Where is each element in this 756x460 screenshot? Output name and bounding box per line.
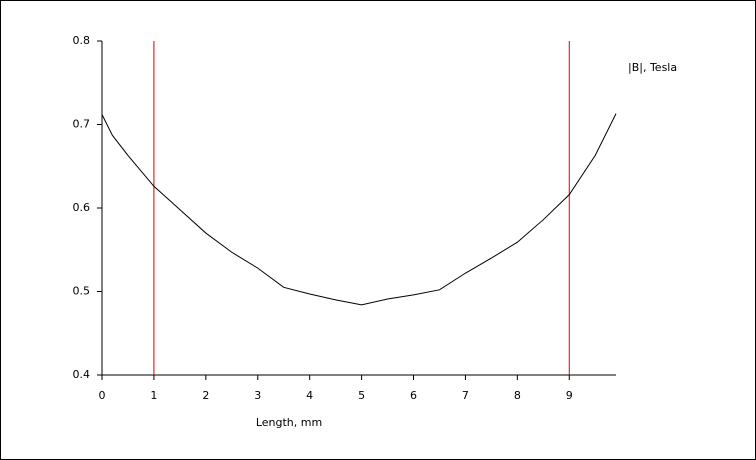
- x-tick-label: 3: [254, 389, 261, 402]
- line-series: [101, 113, 617, 306]
- x-tick-label: 6: [410, 389, 417, 402]
- y-tick-label: 0.7: [73, 118, 91, 131]
- y-axis-label: |B|, Tesla: [628, 61, 677, 74]
- x-axis-label: Length, mm: [256, 416, 322, 429]
- y-tick-label: 0.5: [73, 285, 91, 298]
- x-tick-label: 2: [202, 389, 209, 402]
- x-tick-label: 4: [306, 389, 313, 402]
- x-tick-label: 8: [514, 389, 521, 402]
- y-tick-label: 0.8: [73, 34, 91, 47]
- x-tick-label: 7: [462, 389, 469, 402]
- x-tick-label: 1: [150, 389, 157, 402]
- x-tick-label: 0: [99, 389, 106, 402]
- y-tick-label: 0.6: [73, 201, 91, 214]
- x-tick-label: 9: [566, 389, 573, 402]
- x-tick-label: 5: [358, 389, 365, 402]
- y-tick-label: 0.4: [73, 368, 91, 381]
